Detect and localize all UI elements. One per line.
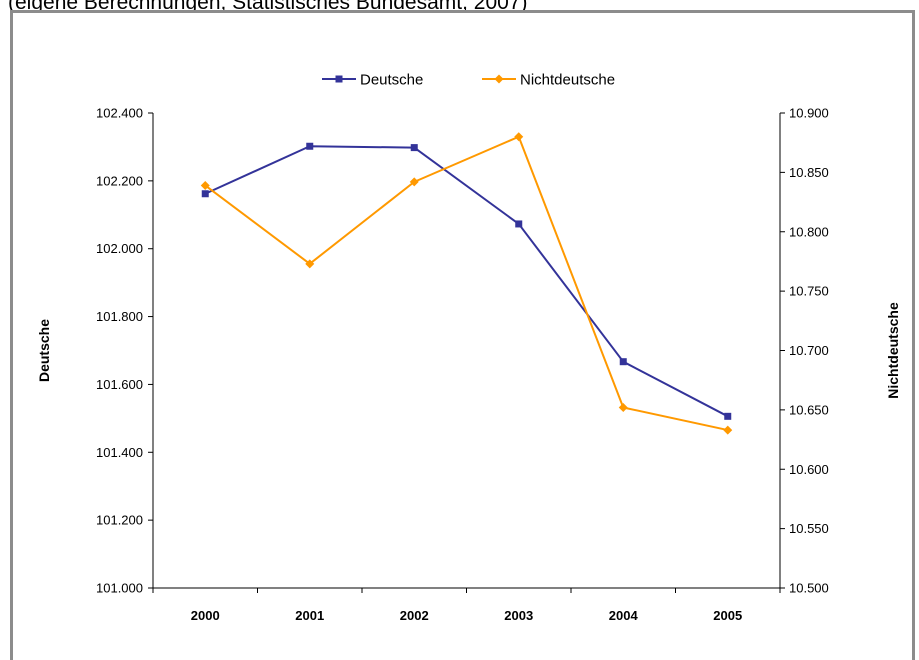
left-tick-label: 101.400 xyxy=(96,445,143,460)
right-axis-title: Nichtdeutsche xyxy=(885,302,901,399)
legend: Deutsche Nichtdeutsche xyxy=(322,72,615,89)
right-tick-label: 10.700 xyxy=(789,343,829,358)
right-tick-label: 10.600 xyxy=(789,462,829,477)
x-category-label: 2004 xyxy=(609,608,639,623)
legend-item-nichtdeutsche: Nichtdeutsche xyxy=(482,72,615,89)
data-point xyxy=(200,180,210,190)
data-point xyxy=(515,220,523,228)
legend-item-deutsche: Deutsche xyxy=(322,72,423,89)
data-point xyxy=(305,259,315,269)
right-tick-label: 10.550 xyxy=(789,521,829,536)
data-point xyxy=(410,144,418,152)
left-tick-label: 101.000 xyxy=(96,581,143,596)
left-axis-title: Deutsche xyxy=(36,319,52,382)
left-tick-label: 102.200 xyxy=(96,173,143,188)
left-tick-label: 101.200 xyxy=(96,513,143,528)
chart-frame xyxy=(10,10,915,660)
series-layer xyxy=(200,132,733,435)
right-tick-label: 10.800 xyxy=(789,224,829,239)
legend-swatch-marker xyxy=(494,74,504,84)
left-tick-label: 101.800 xyxy=(96,309,143,324)
x-category-label: 2000 xyxy=(191,608,220,623)
right-tick-label: 10.500 xyxy=(789,581,829,596)
series-deutsche xyxy=(201,142,732,420)
axis-labels: 101.000 101.200 101.400 101.600 101.800 102.0… xyxy=(36,106,901,624)
series-line xyxy=(204,135,728,432)
data-point xyxy=(409,177,419,187)
legend-label: Deutsche xyxy=(360,72,423,89)
axes xyxy=(148,112,785,593)
data-point xyxy=(514,132,524,142)
left-tick-label: 102.400 xyxy=(96,106,143,121)
x-category-label: 2002 xyxy=(400,608,429,623)
x-category-label: 2001 xyxy=(295,608,324,623)
x-category-label: 2005 xyxy=(713,608,742,623)
series-line xyxy=(204,145,729,418)
data-point xyxy=(306,142,314,150)
data-point xyxy=(724,412,732,420)
legend-swatch-marker xyxy=(335,75,343,83)
data-point xyxy=(201,190,209,198)
clipped-caption: (eigene Berechnungen, Statistisches Bund… xyxy=(8,0,908,11)
left-tick-label: 102.000 xyxy=(96,241,143,256)
right-tick-label: 10.850 xyxy=(789,165,829,180)
right-tick-label: 10.750 xyxy=(789,284,829,299)
data-point xyxy=(723,425,733,435)
left-tick-label: 101.600 xyxy=(96,377,143,392)
right-tick-label: 10.900 xyxy=(789,106,829,121)
legend-label: Nichtdeutsche xyxy=(520,72,615,89)
data-point xyxy=(619,358,627,366)
right-tick-label: 10.650 xyxy=(789,402,829,417)
x-category-label: 2003 xyxy=(504,608,533,623)
series-nichtdeutsche xyxy=(200,132,733,435)
data-point xyxy=(618,403,628,412)
